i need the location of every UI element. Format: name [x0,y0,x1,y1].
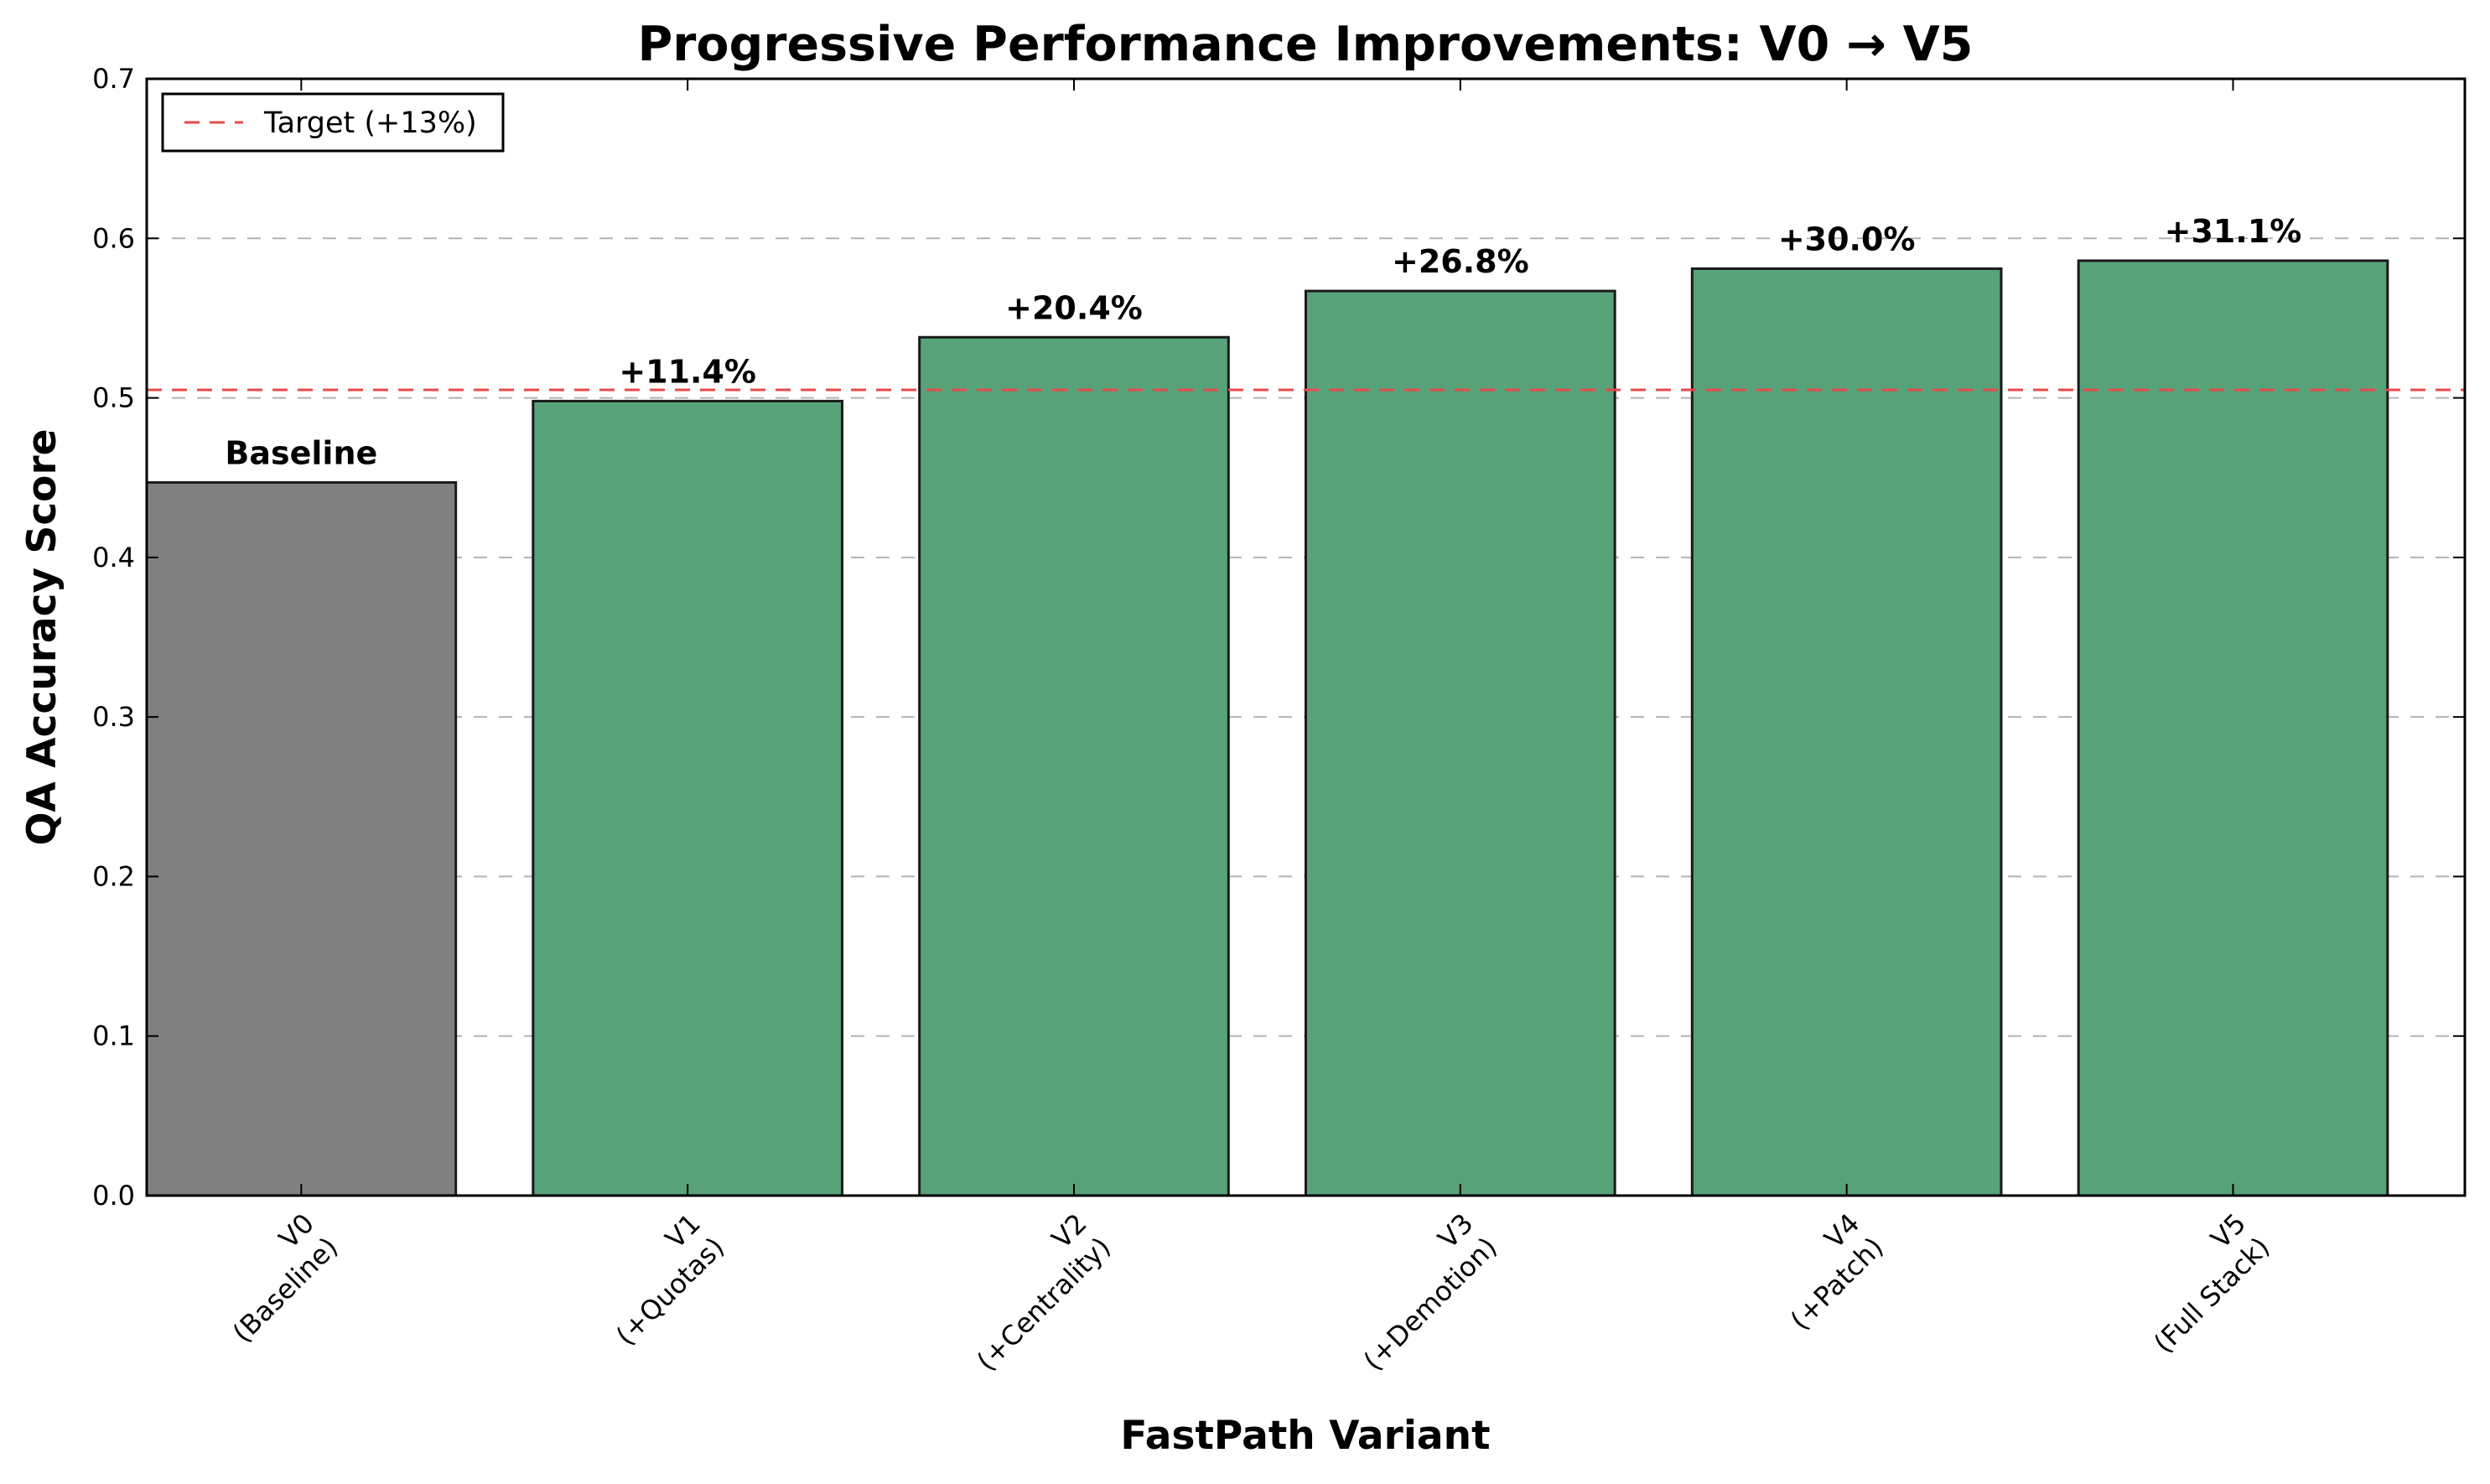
y-tick-label: 0.5 [92,382,135,414]
chart-title: Progressive Performance Improvements: V0… [638,17,1974,72]
x-tick-label-v2: V2(+Centrality) [971,1207,1117,1378]
x-tick-label-line: (+Demotion) [1357,1231,1503,1377]
x-tick-label-line: (+Quotas) [610,1231,730,1352]
y-tick-label: 0.1 [92,1020,135,1052]
bar-v2 [918,335,1230,1197]
legend: Target (+13%) [161,92,505,153]
bar-label-v5: +31.1% [2165,213,2302,250]
bar-label-v1: +11.4% [619,353,756,390]
x-axis-title: FastPath Variant [1120,1413,1490,1459]
bar-v5 [2077,259,2389,1197]
x-tick-label-v3: V3(+Demotion) [1357,1207,1503,1377]
y-tick-label: 0.4 [92,542,135,573]
x-tick-label-v5: V5(Full Stack) [2147,1207,2275,1359]
x-tick-label-line: (Full Stack) [2147,1231,2275,1359]
x-tick-labels: V0(Baseline) V1(+Quotas) V2(+Centrality) V3… [226,1207,2276,1378]
x-tick-label-line: (+Centrality) [971,1231,1117,1377]
axis-ticks [147,78,2465,1196]
bars [145,259,2389,1197]
bar-label-v0: Baseline [225,434,377,471]
bar-label-v2: +20.4% [1005,289,1143,326]
y-tick-labels: 0.0 0.1 0.2 0.3 0.4 0.5 0.6 0.7 [92,63,135,1212]
x-tick-label-v4: V4(+Patch) [1784,1207,1890,1336]
y-axis-title: QA Accuracy Score [19,428,65,845]
plot-frame [145,77,2467,1197]
bar-v1 [532,399,843,1197]
bar-v0 [145,480,458,1197]
bar-label-v3: +26.8% [1392,243,1529,280]
x-tick-label-line: (Baseline) [226,1231,344,1348]
x-tick-label-v1: V1(+Quotas) [610,1207,730,1352]
bar-labels: Baseline +11.4% +20.4% +26.8% +30.0% +31.1% [225,213,2301,471]
y-tick-label: 0.3 [92,701,135,733]
bar-v3 [1305,289,1616,1197]
bar-v4 [1690,267,2003,1197]
y-tick-label: 0.0 [92,1180,135,1212]
y-tick-label: 0.6 [92,222,135,254]
y-tick-label: 0.7 [92,63,135,95]
x-tick-label-v0: V0(Baseline) [226,1207,344,1349]
legend-entry-target: Target (+13%) [263,106,477,140]
y-tick-label: 0.2 [92,860,135,892]
bar-label-v4: +30.0% [1778,221,1916,257]
